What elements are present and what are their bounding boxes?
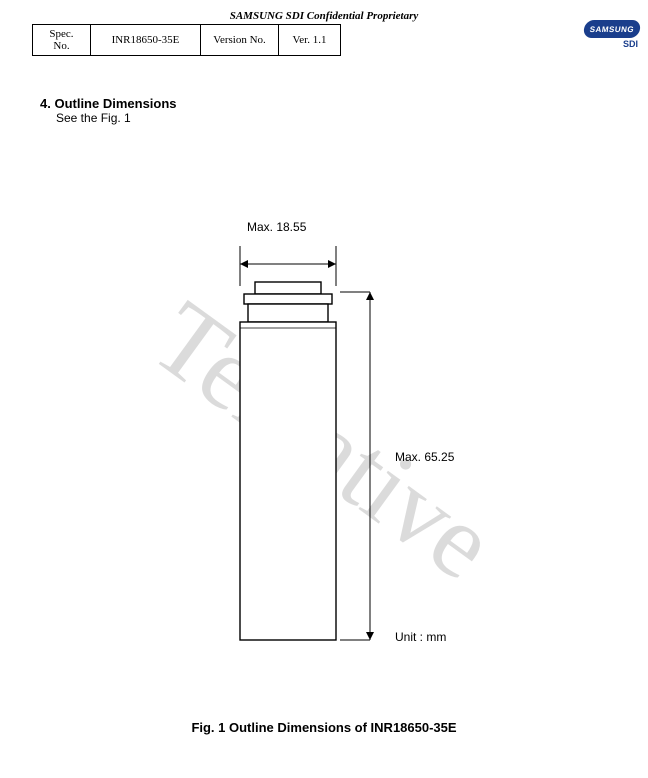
sdi-subbrand: SDI — [584, 39, 638, 49]
width-dimension-label: Max. 18.55 — [247, 220, 306, 234]
confidential-notice: SAMSUNG SDI Confidential Proprietary — [0, 10, 648, 22]
brand-logo: SAMSUNG SDI — [584, 20, 640, 49]
spec-no-value-cell: INR18650-35E — [91, 25, 201, 56]
version-no-value-cell: Ver. 1.1 — [279, 25, 341, 56]
samsung-logo-icon: SAMSUNG — [583, 20, 642, 38]
figure-caption: Fig. 1 Outline Dimensions of INR18650-35… — [0, 720, 648, 735]
spec-header-table: Spec. No. INR18650-35E Version No. Ver. … — [32, 24, 341, 56]
spec-no-label-cell: Spec. No. — [33, 25, 91, 56]
version-no-label-cell: Version No. — [201, 25, 279, 56]
table-row: Spec. No. INR18650-35E Version No. Ver. … — [33, 25, 341, 56]
section-subheading: See the Fig. 1 — [56, 111, 648, 125]
section-heading: 4. Outline Dimensions — [40, 96, 648, 111]
battery-outline-diagram — [220, 240, 420, 670]
